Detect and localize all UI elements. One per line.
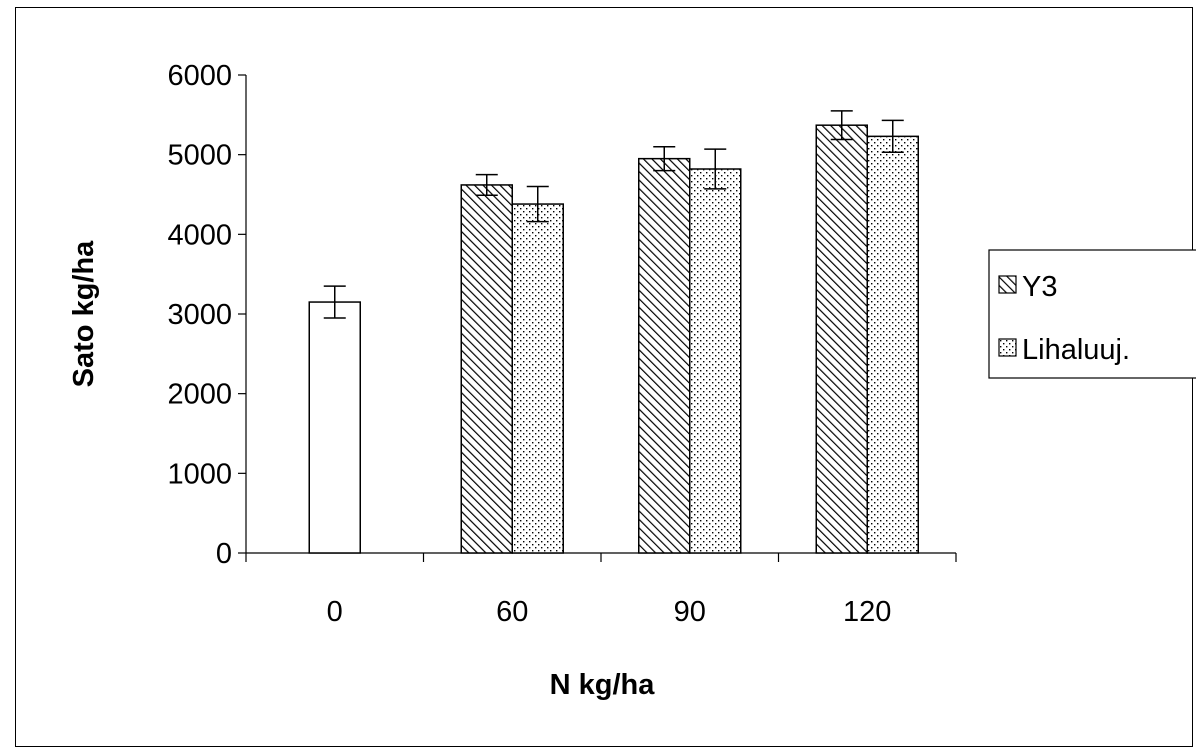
y-tick-labels: 0 1000 2000 3000 4000 5000 6000 <box>167 60 232 570</box>
y-tick-label: 3000 <box>167 299 232 331</box>
y-tick-label: 6000 <box>167 60 232 92</box>
bar-lihaluuj <box>511 203 564 554</box>
x-tick-label: 0 <box>327 596 343 628</box>
x-tick-label: 90 <box>674 596 706 628</box>
y-tick-label: 5000 <box>167 140 232 172</box>
bar-control <box>308 301 361 554</box>
legend-swatch-y3 <box>998 275 1017 294</box>
y-tick-label: 0 <box>216 538 232 570</box>
legend: Y3 Lihaluuj. <box>988 249 1196 379</box>
bar-y3 <box>460 184 513 554</box>
y-tick-label: 4000 <box>167 219 232 251</box>
legend-label-y3: Y3 <box>1022 271 1057 303</box>
y-axis-title: Sato kg/ha <box>68 240 100 388</box>
bar-y3 <box>815 124 868 554</box>
bar-y3 <box>638 157 691 554</box>
legend-label-lihaluuj: Lihaluuj. <box>1022 334 1130 366</box>
y-tick-label: 1000 <box>167 458 232 490</box>
error-bars <box>323 110 904 319</box>
legend-swatch-lihaluuj <box>998 338 1017 357</box>
x-axis-title: N kg/ha <box>550 669 656 701</box>
bars <box>308 124 919 554</box>
bar-lihaluuj <box>866 135 919 554</box>
legend-box <box>988 249 1196 379</box>
bar-lihaluuj <box>689 168 742 554</box>
x-tick-label: 120 <box>843 596 891 628</box>
y-tick-label: 2000 <box>167 379 232 411</box>
x-tick-label: 60 <box>496 596 528 628</box>
x-tick-labels: 0 60 90 120 <box>327 596 892 628</box>
